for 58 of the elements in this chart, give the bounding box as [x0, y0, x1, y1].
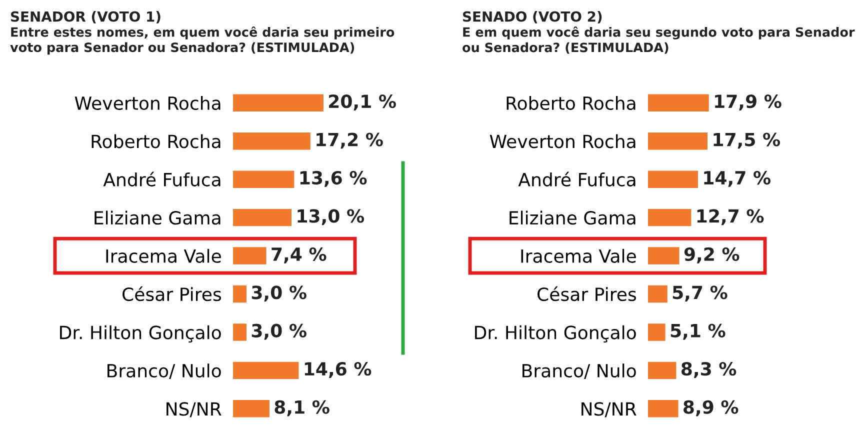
bar: [233, 324, 246, 341]
bar: [648, 132, 708, 150]
y-tick-label: Roberto Rocha: [92, 134, 220, 148]
data-label: 8,1 %: [274, 400, 330, 416]
y-tick-label: Weverton Rocha: [490, 134, 636, 148]
y-tick-label: NS/NR: [166, 402, 222, 418]
y-tick-label: Iracema Vale: [521, 248, 636, 263]
data-label: 3,0 %: [252, 286, 306, 302]
data-label: 7,4 %: [272, 247, 326, 264]
text: SENADOR (VOTO 1): [10, 11, 160, 24]
data-label: 17,2 %: [316, 132, 383, 149]
bar: [233, 400, 270, 418]
y-tick-label: Roberto Rocha: [506, 96, 636, 110]
y-tick-label: César Pires: [538, 286, 636, 302]
y-tick-label: Eliziane Gama: [510, 210, 636, 225]
chart-subtitle: E em quem você daria seu segundo voto para Senador ou Senadora? (ESTIMULADA): [462, 26, 855, 54]
bar: [233, 132, 310, 150]
data-label: 9,2 %: [684, 247, 740, 264]
y-tick-label: Branco/ Nulo: [108, 364, 221, 379]
bar: [648, 362, 676, 380]
data-label: 5,1 %: [670, 324, 726, 340]
data-label: 17,5 %: [714, 132, 780, 149]
bar: [648, 94, 709, 112]
y-tick-label: Iracema Vale: [106, 248, 221, 263]
data-label: 8,3 %: [681, 362, 736, 378]
y-tick-label: Dr. Hilton Gonçalo: [60, 325, 221, 343]
data-label: 8,9 %: [684, 400, 738, 416]
chart-subtitle: Entre estes nomes, em quem você daria seu primeiro voto para Senador ou Senadora? (ESTIMULADA): [10, 26, 394, 55]
text: SENADO (VOTO 2): [462, 11, 602, 24]
bar: [648, 170, 698, 188]
bar: [648, 400, 678, 418]
y-tick-label: Weverton Rocha: [74, 96, 220, 110]
data-label: 12,7 %: [697, 209, 764, 226]
y-tick-label: César Pires: [122, 286, 222, 302]
bar: [233, 170, 294, 188]
data-label: 13,0 %: [298, 209, 364, 226]
y-tick-label: Eliziane Gama: [94, 210, 220, 225]
data-label: 3,0 %: [252, 324, 306, 340]
data-label: 20,1 %: [329, 94, 396, 110]
y-tick-label: Dr. Hilton Gonçalo: [475, 325, 636, 343]
bar: [233, 285, 246, 303]
bar: [233, 362, 299, 380]
bar: [648, 208, 692, 226]
data-label: 17,9 %: [715, 94, 782, 110]
bar: [648, 247, 680, 264]
bar: [233, 247, 266, 264]
data-label: 14,7 %: [704, 170, 770, 187]
data-label: 13,6 %: [300, 170, 367, 187]
y-tick-label: NS/NR: [582, 402, 636, 418]
y-tick-label: André Fufuca: [103, 172, 220, 186]
bar: [233, 208, 292, 226]
y-tick-label: Branco/ Nulo: [522, 364, 636, 379]
data-label: 5,7 %: [672, 286, 728, 302]
bar: [233, 94, 324, 112]
y-tick-label: André Fufuca: [518, 172, 636, 186]
data-label: 14,6 %: [304, 362, 372, 378]
bar: [648, 285, 668, 303]
bar: [648, 324, 666, 341]
